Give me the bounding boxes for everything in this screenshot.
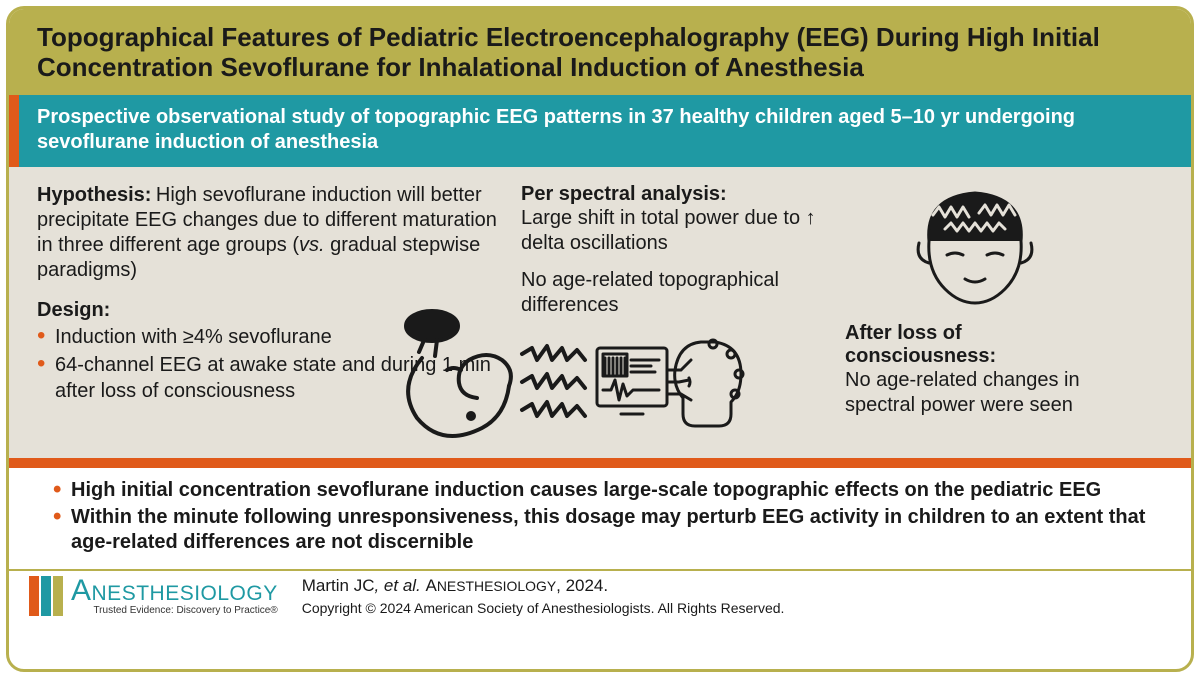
eeg-cap-head-icon	[905, 183, 1045, 308]
spectral-label: Per spectral analysis:	[521, 183, 727, 205]
journal-name: Anesthesiology	[71, 576, 278, 606]
citation-etal: , et al.	[374, 576, 425, 595]
footer-bar: Anesthesiology Trusted Evidence: Discove…	[9, 569, 1191, 625]
hypothesis-block: Hypothesis: High sevoflurane induction w…	[37, 183, 497, 283]
citation-journal: ANESTHESIOLOGY	[426, 576, 557, 595]
copyright-text: Copyright © 2024 American Society of Ane…	[302, 599, 1163, 617]
spectral-text: Large shift in total power due to ↑ delt…	[521, 207, 816, 254]
conclusion-item: High initial concentration sevoflurane i…	[53, 478, 1163, 503]
after-label: After loss of consciousness:	[845, 322, 996, 367]
journal-tagline: Trusted Evidence: Discovery to Practice®	[71, 606, 278, 616]
subtitle-bar: Prospective observational study of topog…	[9, 95, 1191, 167]
after-loc-block: After loss of consciousness: No age-rela…	[845, 322, 1105, 418]
logo-stripes-icon	[29, 576, 63, 616]
anesthesia-mask-icon	[387, 298, 607, 448]
main-content-panel: Hypothesis: High sevoflurane induction w…	[9, 167, 1191, 458]
card-frame: Topographical Features of Pediatric Elec…	[6, 6, 1194, 672]
title-bar: Topographical Features of Pediatric Elec…	[9, 9, 1191, 95]
conclusions-bar: High initial concentration sevoflurane i…	[9, 458, 1191, 569]
hypothesis-label: Hypothesis:	[37, 184, 151, 206]
after-text: No age-related changes in spectral power…	[845, 369, 1080, 416]
column-right: After loss of consciousness: No age-rela…	[845, 183, 1105, 440]
citation-year: , 2024.	[556, 576, 608, 595]
spectral-block: Per spectral analysis: Large shift in to…	[521, 183, 821, 256]
subtitle-accent-stripe	[9, 95, 19, 167]
journal-logo: Anesthesiology Trusted Evidence: Discove…	[29, 576, 278, 616]
title-text: Topographical Features of Pediatric Elec…	[37, 23, 1163, 83]
eeg-monitor-head-icon	[591, 330, 751, 440]
citation-block: Martin JC, et al. ANESTHESIOLOGY, 2024. …	[302, 575, 1163, 617]
citation-lead-author: Martin JC	[302, 576, 375, 595]
column-left: Hypothesis: High sevoflurane induction w…	[37, 183, 497, 440]
subtitle-text: Prospective observational study of topog…	[37, 105, 1163, 155]
conclusion-item: Within the minute following unresponsive…	[53, 505, 1163, 555]
